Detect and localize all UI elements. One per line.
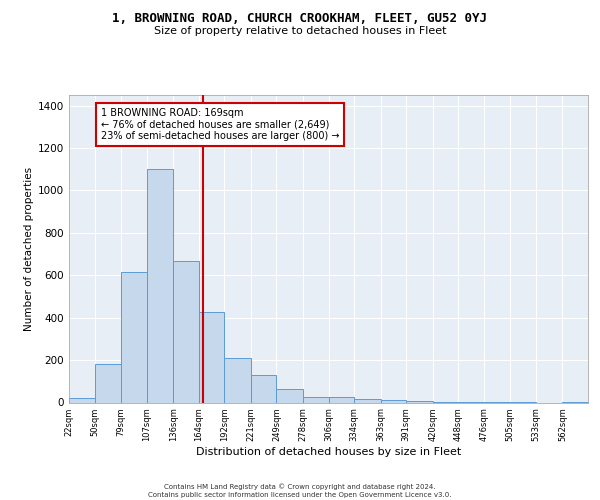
Bar [95,364,121,403]
Text: 1, BROWNING ROAD, CHURCH CROOKHAM, FLEET, GU52 0YJ: 1, BROWNING ROAD, CHURCH CROOKHAM, FLEET… [113,12,487,26]
Y-axis label: Number of detached properties: Number of detached properties [24,166,34,331]
Bar [224,358,251,403]
X-axis label: Distribution of detached houses by size in Fleet: Distribution of detached houses by size … [196,447,461,457]
Bar [251,375,277,402]
Text: Size of property relative to detached houses in Fleet: Size of property relative to detached ho… [154,26,446,36]
Text: Contains HM Land Registry data © Crown copyright and database right 2024.
Contai: Contains HM Land Registry data © Crown c… [148,484,452,498]
Bar [277,388,303,402]
Bar [329,396,354,402]
Bar [69,398,95,402]
Bar [303,396,329,402]
Bar [380,400,406,402]
Bar [121,272,146,402]
Text: 1 BROWNING ROAD: 169sqm
← 76% of detached houses are smaller (2,649)
23% of semi: 1 BROWNING ROAD: 169sqm ← 76% of detache… [101,108,340,142]
Bar [146,169,173,402]
Bar [173,262,199,402]
Bar [199,312,224,402]
Bar [354,398,380,402]
